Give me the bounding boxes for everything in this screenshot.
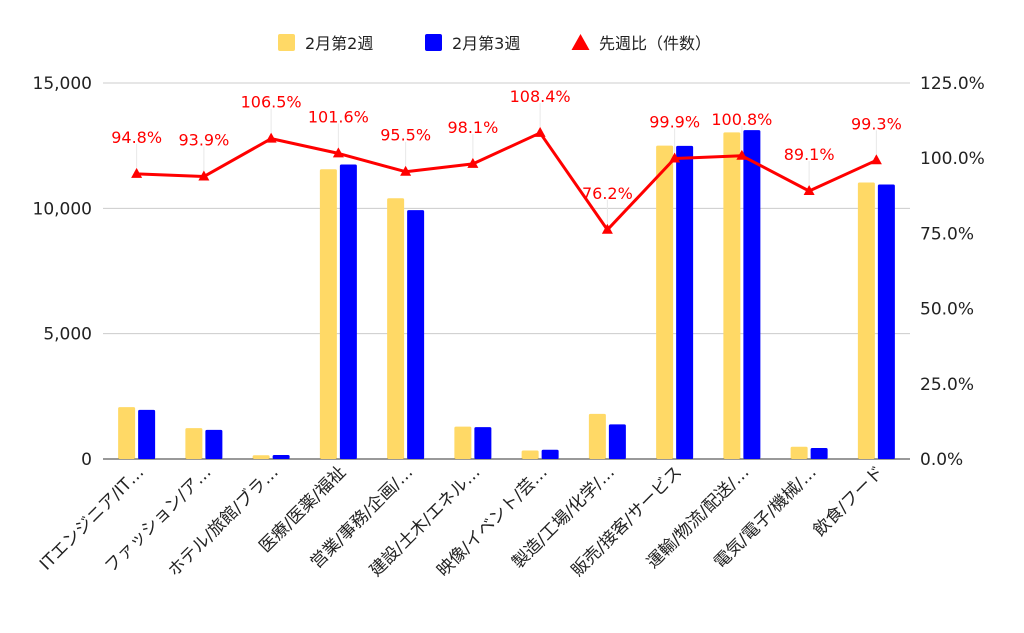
bar [138, 409, 156, 459]
bar [272, 454, 290, 459]
legend-swatch [278, 34, 295, 51]
grid-lines [103, 82, 910, 460]
bar [810, 447, 828, 459]
bar [474, 427, 492, 459]
y-left-tick-label: 0 [81, 450, 92, 470]
ratio-point [332, 147, 344, 158]
data-label: 106.5% [241, 93, 302, 112]
legend-marker [571, 34, 590, 50]
bar [790, 446, 808, 459]
y-left-tick-label: 5,000 [43, 325, 92, 345]
legend-label: 先週比（件数） [599, 34, 711, 53]
y-left-tick-label: 10,000 [33, 199, 92, 219]
data-label: 93.9% [178, 131, 229, 150]
bar-series [118, 130, 895, 460]
bar [877, 184, 895, 459]
bar [723, 132, 741, 459]
y-right-tick-label: 75.0% [920, 224, 974, 244]
legend-label: 2月第2週 [305, 34, 373, 53]
ratio-point [870, 154, 882, 165]
ratio-line [136, 131, 877, 232]
y-right-tick-label: 100.0% [920, 149, 985, 169]
ratio-point [400, 165, 412, 176]
data-label: 100.8% [711, 110, 772, 129]
x-category-label: 販売/接客/サービス [568, 462, 686, 580]
data-label: 99.9% [649, 113, 700, 132]
legend-label: 2月第3週 [452, 34, 520, 53]
line-series: 94.8% 93.9% 106.5% 101.6% 95.5% 98.1% 108.4% 76… [111, 87, 902, 234]
x-category-label: 飲食/フード [810, 462, 888, 540]
bar [407, 210, 425, 459]
y-left-tick-label: 15,000 [33, 74, 92, 94]
x-category-label: 映像/イベント/芸… [433, 462, 551, 580]
bar [205, 429, 223, 459]
bar [118, 407, 136, 459]
ratio-point [736, 149, 748, 160]
ratio-point [467, 157, 479, 168]
ratio-point [198, 170, 210, 181]
bar [743, 130, 761, 459]
data-label: 94.8% [111, 128, 162, 147]
y-right-tick-label: 50.0% [920, 300, 974, 320]
x-category-label: 建設/土木/エネル… [366, 462, 484, 580]
bar [521, 450, 539, 459]
data-label: 98.1% [447, 118, 498, 137]
ratio-point [131, 167, 143, 178]
bar [387, 198, 405, 459]
data-label: 95.5% [380, 126, 431, 145]
bar [339, 164, 357, 459]
ratio-point [265, 132, 277, 143]
x-category-label: ホテル/旅館/ブラ… [164, 462, 283, 581]
bar [252, 455, 270, 459]
ratio-point [601, 223, 613, 234]
bar [185, 428, 203, 459]
ratio-point [534, 126, 546, 137]
bar [319, 169, 337, 459]
y-right-tick-label: 25.0% [920, 375, 974, 395]
axes: 0 5,000 10,000 15,000 0.0% 25.0% 50.0% 75.0% 100… [33, 74, 985, 581]
bar [608, 424, 626, 459]
legend-swatch [425, 34, 442, 51]
legend: 2月第2週 2月第3週 先週比（件数） [278, 34, 711, 53]
bar [588, 413, 606, 459]
data-label: 89.1% [784, 145, 835, 164]
data-label: 76.2% [582, 184, 633, 203]
bar [676, 145, 694, 459]
bar [541, 449, 559, 459]
y-right-tick-label: 0.0% [920, 450, 963, 470]
ratio-point [803, 184, 815, 195]
bar [857, 182, 875, 460]
bar [656, 145, 674, 459]
ratio-point [669, 152, 681, 163]
data-label: 99.3% [851, 114, 902, 133]
y-right-tick-label: 125.0% [920, 74, 985, 94]
data-label: 108.4% [510, 87, 571, 106]
data-label: 101.6% [308, 107, 369, 126]
bar [454, 426, 472, 459]
